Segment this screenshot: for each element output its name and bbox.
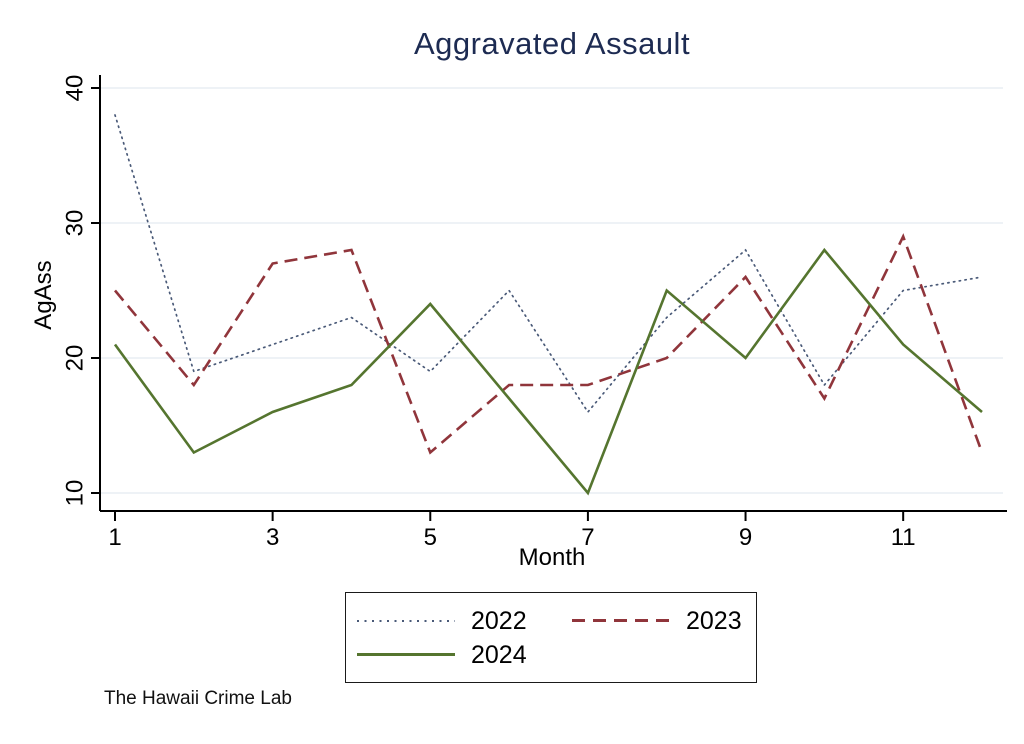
y-tick-label-30: 30 <box>61 210 88 237</box>
y-tick-label-40: 40 <box>61 75 88 102</box>
y-axis-label: AgAss <box>30 260 57 330</box>
legend-label-2022: 2022 <box>471 606 527 635</box>
legend-label-2024: 2024 <box>471 640 527 669</box>
legend-line-2022-dotted <box>357 619 455 622</box>
series-line-2024 <box>113 247 983 496</box>
x-tick-label-3: 3 <box>266 524 279 551</box>
legend-line-2024-solid <box>357 653 455 656</box>
x-tick-label-1: 1 <box>108 524 121 551</box>
series-line-2022 <box>114 114 983 414</box>
legend-label-2023: 2023 <box>686 606 742 635</box>
source-caption: The Hawaii Crime Lab <box>104 688 292 709</box>
y-tick-label-20: 20 <box>61 345 88 372</box>
x-axis-label: Month <box>518 544 586 571</box>
chart-title: Aggravated Assault <box>413 26 691 61</box>
series-line-2023 <box>114 233 984 455</box>
x-tick-label-5: 5 <box>424 524 437 551</box>
x-tick-label-11: 11 <box>891 524 916 551</box>
legend-line-2023-dashed <box>572 619 670 622</box>
y-tick-label-10: 10 <box>61 480 88 507</box>
x-tick-label-7: 7 <box>581 524 594 551</box>
x-tick-label-9: 9 <box>739 524 752 551</box>
legend: 2022 2023 2024 <box>345 592 757 683</box>
